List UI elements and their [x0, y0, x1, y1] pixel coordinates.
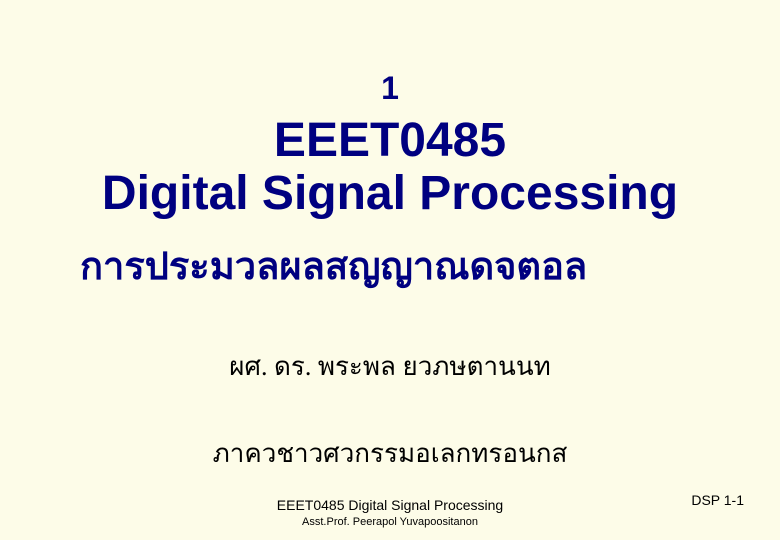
chapter-number: 1 — [0, 70, 780, 107]
course-title-english: Digital Signal Processing — [0, 168, 780, 221]
slide-container: 1 EEET0485 Digital Signal Processing การ… — [0, 0, 780, 540]
course-code: EEET0485 — [0, 115, 780, 168]
department-name: ภาควชาวศวกรรมอเลกทรอนกส — [0, 433, 780, 474]
page-number: DSP 1-1 — [691, 492, 744, 508]
instructor-name: ผศ. ดร. พระพล ยวภษตานนท — [0, 346, 780, 387]
slide-footer: EEET0485 Digital Signal Processing Asst.… — [0, 497, 780, 528]
footer-author-name: Asst.Prof. Peerapol Yuvapoositanon — [0, 516, 780, 528]
course-title-thai: การประมวลผลสญญาณดจตอล — [0, 235, 780, 296]
footer-course-title: EEET0485 Digital Signal Processing — [0, 497, 780, 513]
